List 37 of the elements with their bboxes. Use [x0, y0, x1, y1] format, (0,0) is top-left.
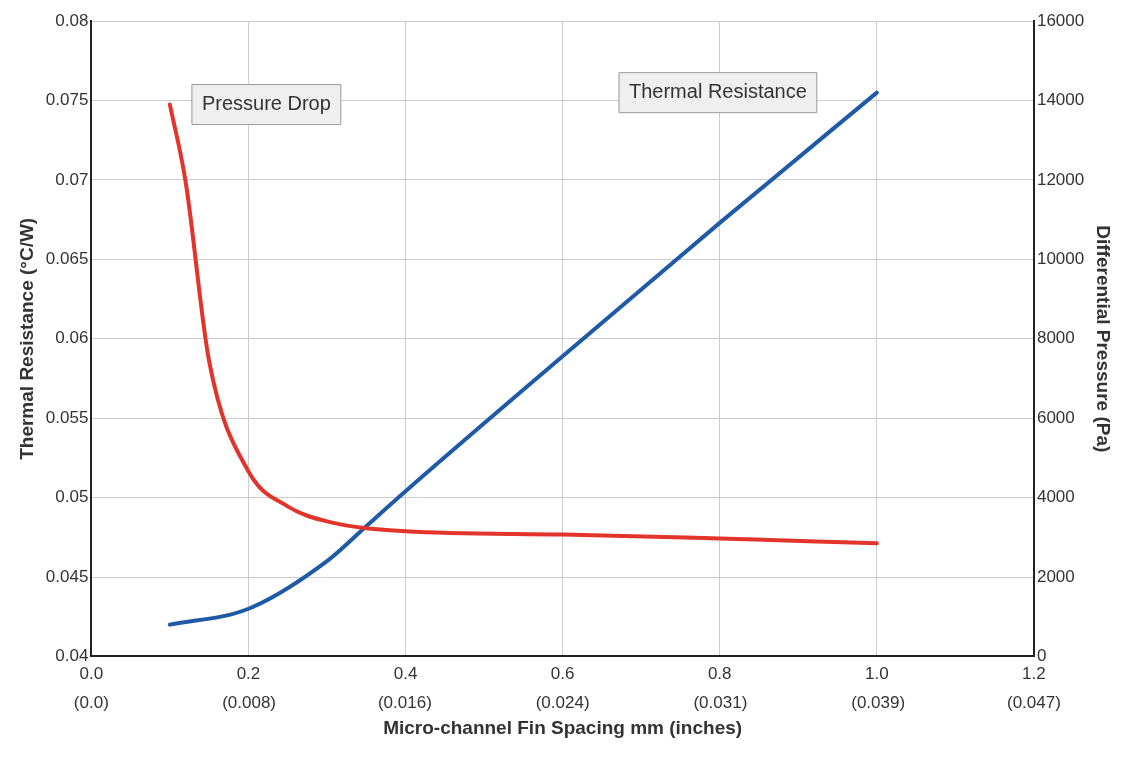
y2-tick-label: 8000: [1036, 328, 1075, 348]
x2-tick-label: (0.047): [1006, 692, 1061, 712]
series-label: Thermal Resistance: [628, 80, 807, 103]
y-tick-label: 0.06: [55, 328, 89, 348]
y-tick-label: 0.055: [45, 407, 89, 427]
x2-tick-label: (0.0): [73, 692, 109, 712]
x-tick-label: 0.6: [550, 664, 575, 684]
y2-axis-title: Differential Pressure (Pa): [1093, 225, 1115, 453]
y2-tick-label: 0: [1036, 646, 1047, 666]
y-tick-label: 0.045: [45, 566, 89, 586]
y-axis-title: Thermal Resistance (°C/W): [15, 217, 37, 460]
x-tick-label: 1.0: [865, 664, 889, 684]
x2-tick-label: (0.024): [535, 692, 590, 712]
y-tick-label: 0.05: [55, 487, 89, 507]
series-label: Pressure Drop: [201, 92, 331, 115]
x2-tick-label: (0.039): [851, 692, 906, 712]
x-axis-title: Micro-channel Fin Spacing mm (inches): [383, 716, 743, 738]
y2-tick-label: 14000: [1036, 90, 1085, 110]
x-tick-label: 0.4: [393, 664, 418, 684]
y-tick-label: 0.04: [55, 646, 89, 666]
y2-tick-label: 12000: [1036, 169, 1085, 189]
y2-tick-label: 2000: [1036, 566, 1075, 586]
x2-tick-label: (0.008): [222, 692, 277, 712]
x2-tick-label: (0.031): [693, 692, 748, 712]
x2-tick-label: (0.016): [377, 692, 432, 712]
x-tick-label: 0.0: [79, 664, 104, 684]
y-tick-label: 0.08: [55, 10, 89, 30]
y2-tick-label: 4000: [1036, 487, 1075, 507]
x-tick-label: 1.2: [1022, 664, 1046, 684]
x-tick-label: 0.2: [236, 664, 261, 684]
y-tick-label: 0.075: [45, 90, 89, 110]
y2-tick-label: 16000: [1036, 10, 1085, 30]
x-tick-label: 0.8: [707, 664, 732, 684]
y-tick-label: 0.065: [45, 249, 89, 269]
y2-tick-label: 6000: [1036, 407, 1075, 427]
y-tick-label: 0.07: [55, 169, 89, 189]
y2-tick-label: 10000: [1036, 249, 1085, 269]
